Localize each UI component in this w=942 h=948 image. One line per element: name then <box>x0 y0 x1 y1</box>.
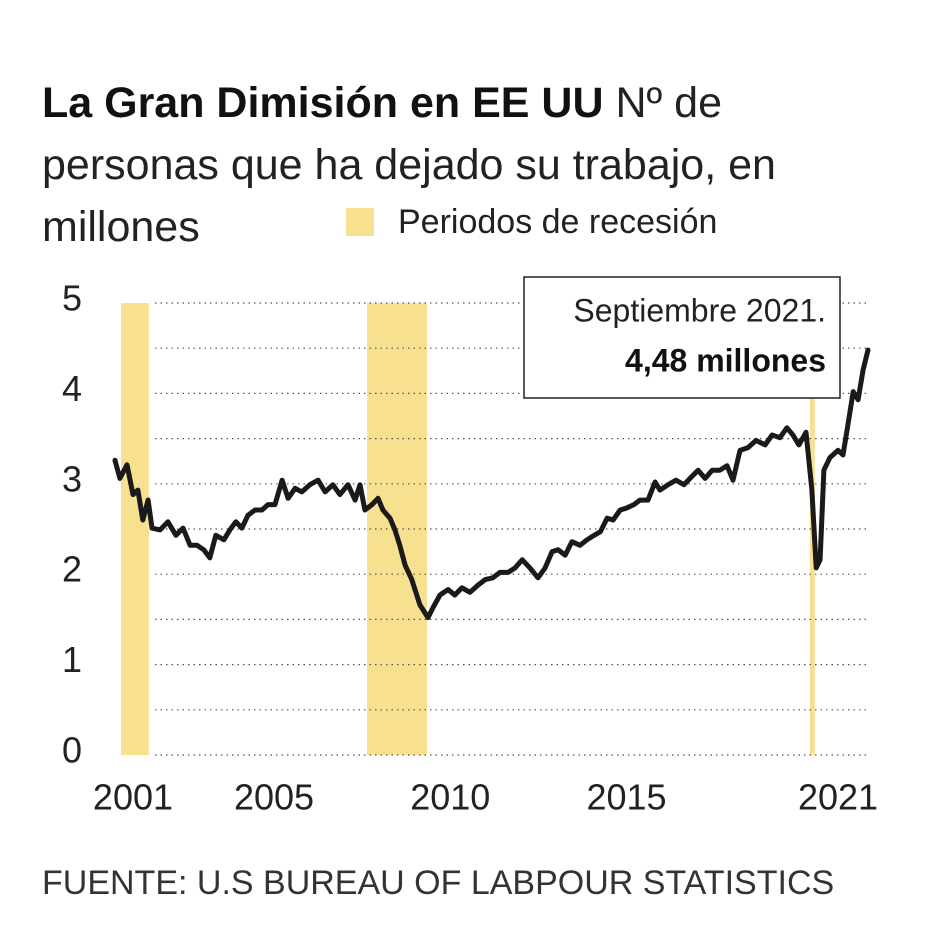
data-line <box>112 347 871 621</box>
chart-title: La Gran Dimisión en EE UU <box>42 79 604 127</box>
annotation-text: Septiembre 2021. <box>573 292 826 328</box>
heading: La Gran Dimisión en EE UU Nº de personas… <box>42 72 872 258</box>
x-tick-label: 2005 <box>234 777 314 818</box>
legend-swatch <box>346 208 374 236</box>
y-tick-label: 1 <box>62 639 82 680</box>
recession-band <box>120 303 149 755</box>
y-tick-label: 4 <box>62 368 82 409</box>
y-tick-label: 3 <box>62 458 82 499</box>
x-tick-label: 2001 <box>93 777 173 818</box>
annotation-box <box>523 276 841 399</box>
annotation-value: 4,48 millones <box>625 342 826 378</box>
x-tick-label: 2015 <box>586 777 666 818</box>
legend-label: Periodos de recesión <box>398 203 717 241</box>
source: FUENTE: U.S BUREAU OF LABPOUR STATISTICS <box>42 864 834 902</box>
y-tick-label: 0 <box>62 730 82 771</box>
x-tick-label: 2010 <box>410 777 490 818</box>
y-tick-label: 2 <box>62 549 82 590</box>
x-tick-label: 2021 <box>798 777 878 818</box>
chart-subtitle: Nº de personas que ha dejado su trabajo,… <box>42 79 776 251</box>
y-tick-label: 5 <box>62 278 82 319</box>
